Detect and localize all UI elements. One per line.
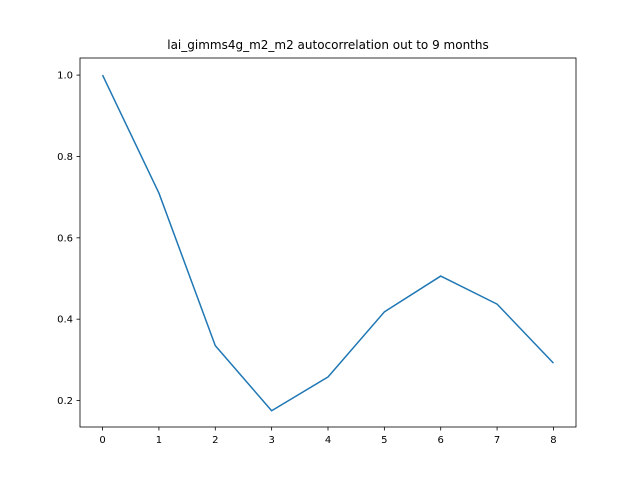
x-tick-label: 0 [99,435,105,446]
y-tick-label: 0.2 [57,396,73,407]
x-tick-label: 5 [381,435,387,446]
y-tick-label: 0.8 [57,152,73,163]
x-tick-label: 7 [494,435,500,446]
y-tick-label: 0.4 [57,315,73,326]
x-tick-label: 8 [550,435,556,446]
plot-area: 0 1 2 3 4 5 6 7 8 0.2 0.4 0.6 0.8 1.0 [57,57,577,446]
x-tick-label: 1 [156,435,162,446]
y-tick-label: 0.6 [57,233,73,244]
y-tick-label: 1.0 [57,71,73,82]
axes-frame [79,57,577,428]
x-tick-label: 6 [438,435,444,446]
x-tick-label: 3 [268,435,274,446]
chart-title: lai_gimms4g_m2_m2 autocorrelation out to… [167,38,489,52]
x-tick-label: 4 [325,435,331,446]
series-line [101,74,554,412]
x-tick-label: 2 [212,435,218,446]
